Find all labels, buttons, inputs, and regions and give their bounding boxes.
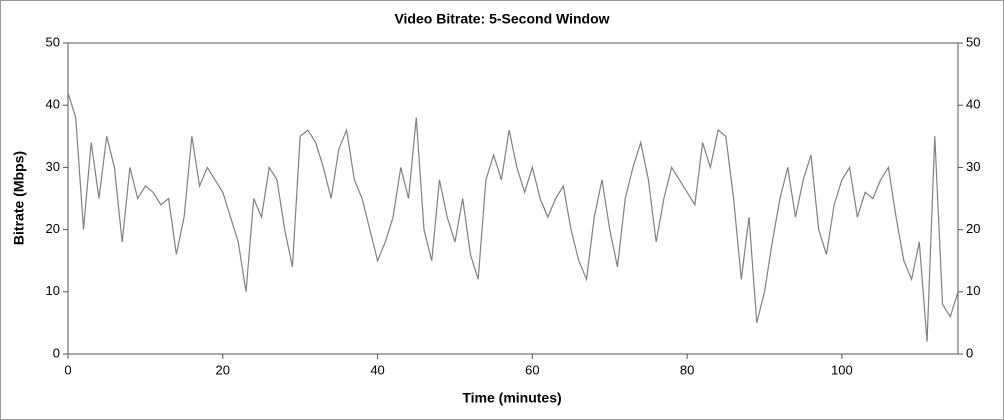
y-tick-label: 50 (46, 34, 60, 49)
y-tick-label: 10 (46, 283, 60, 298)
y-tick-label: 30 (46, 159, 60, 174)
x-tick-label: 20 (216, 362, 230, 377)
bitrate-line (67, 92, 959, 342)
x-tick-label: 60 (525, 362, 539, 377)
y-axis-label: Bitrate (Mbps) (11, 151, 27, 245)
y2-tick-label: 0 (966, 345, 973, 360)
y2-tick-label: 20 (966, 221, 980, 236)
x-tick-label: 80 (680, 362, 694, 377)
chart-title: Video Bitrate: 5-Second Window (394, 11, 609, 27)
y-tick-label: 20 (46, 221, 60, 236)
plot-area (67, 42, 959, 355)
x-tick-label: 100 (831, 362, 853, 377)
x-tick-label: 40 (370, 362, 384, 377)
y2-tick-label: 30 (966, 159, 980, 174)
x-tick-label: 0 (64, 362, 71, 377)
y2-tick-label: 10 (966, 283, 980, 298)
y-tick-label: 0 (53, 345, 60, 360)
x-axis-label: Time (minutes) (462, 390, 561, 406)
y2-tick-label: 50 (966, 34, 980, 49)
y2-tick-label: 40 (966, 97, 980, 112)
y-tick-label: 40 (46, 97, 60, 112)
